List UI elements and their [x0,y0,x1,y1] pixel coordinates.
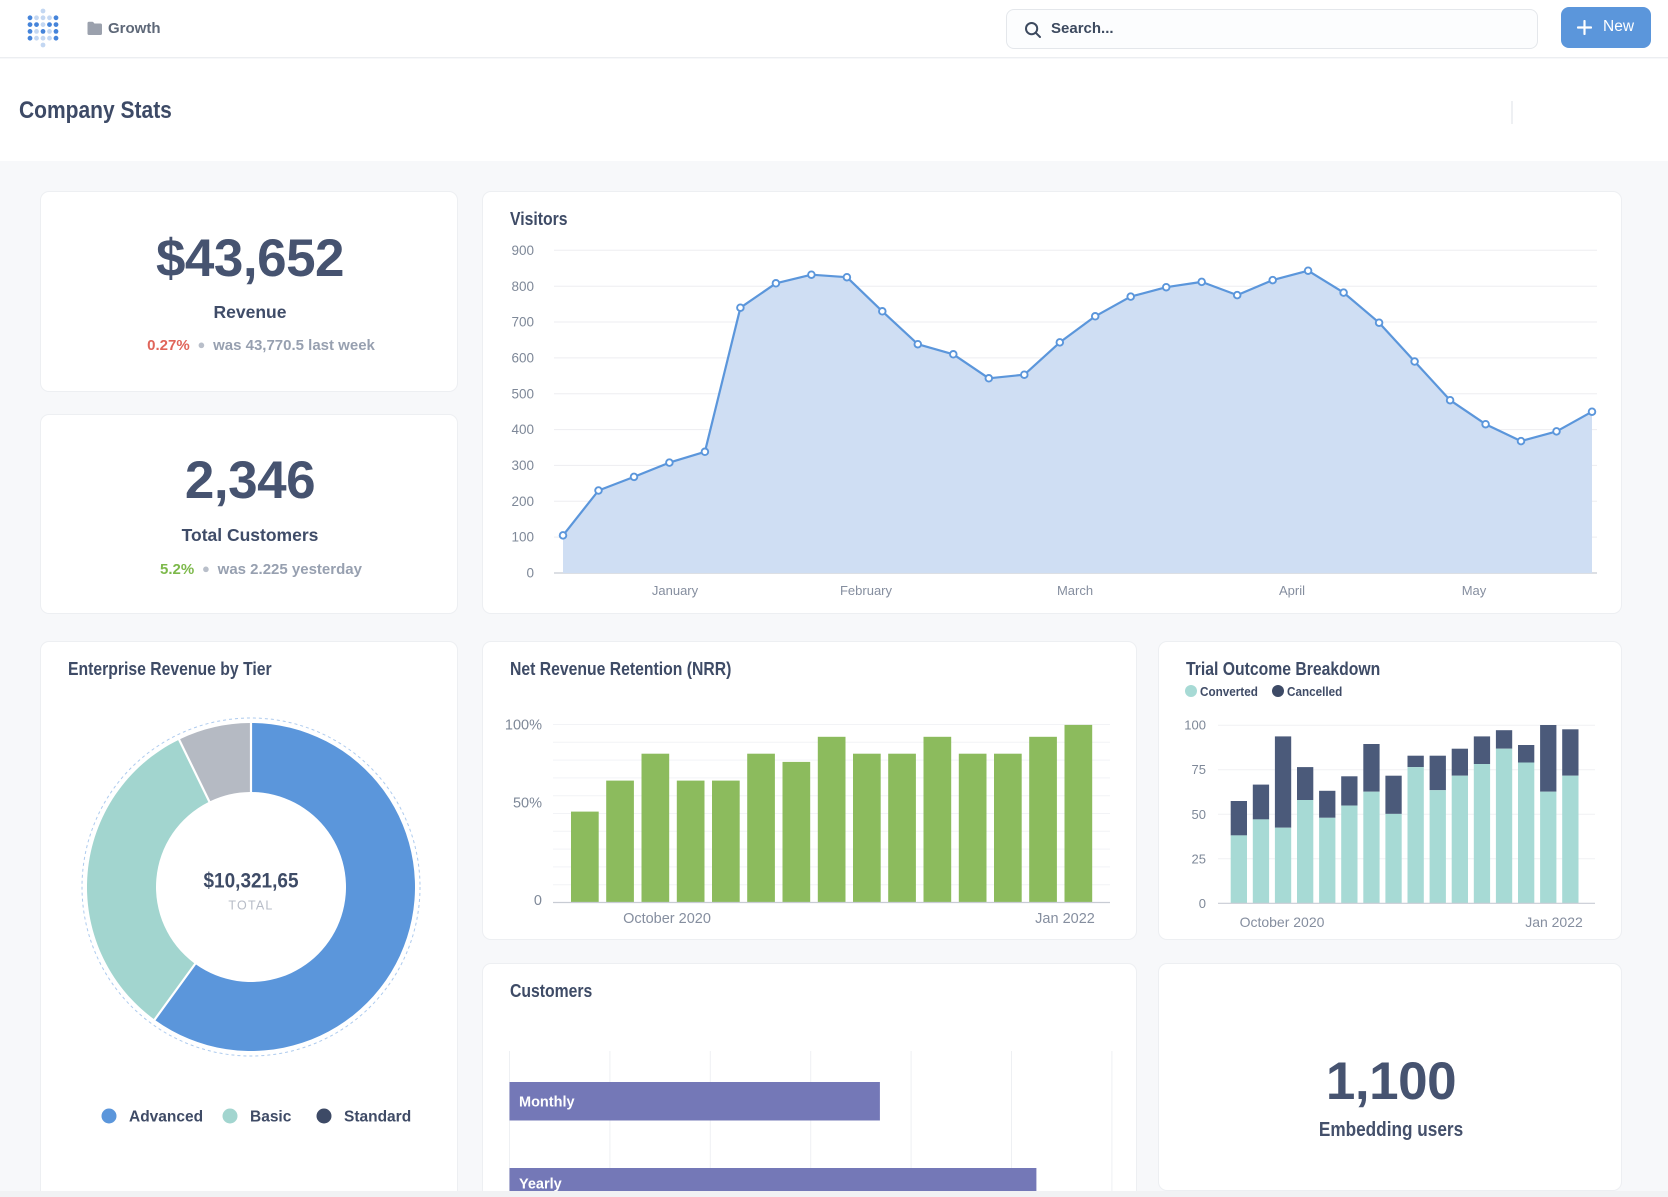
svg-text:April: April [1279,583,1305,598]
svg-text:0: 0 [534,893,542,909]
svg-text:Yearly: Yearly [519,1176,562,1191]
svg-text:700: 700 [511,315,534,330]
svg-text:May: May [1462,583,1487,598]
svg-text:0: 0 [526,566,534,581]
svg-text:25: 25 [1192,851,1206,866]
svg-text:300: 300 [511,458,534,473]
svg-text:100%: 100% [505,718,542,734]
svg-text:Monthly: Monthly [519,1094,575,1110]
svg-text:50: 50 [1192,807,1206,822]
svg-text:Jan 2022: Jan 2022 [1525,914,1583,930]
svg-text:200: 200 [511,494,534,509]
svg-text:Jan 2022: Jan 2022 [1035,911,1095,927]
svg-text:January: January [652,583,699,598]
svg-text:50%: 50% [513,796,542,812]
svg-text:800: 800 [511,279,534,294]
svg-text:$10,321,65: $10,321,65 [204,869,299,893]
svg-text:Standard: Standard [344,1109,411,1126]
svg-text:March: March [1057,583,1093,598]
svg-text:600: 600 [511,351,534,366]
svg-text:100: 100 [1184,718,1206,733]
svg-text:400: 400 [511,422,534,437]
svg-text:75: 75 [1192,762,1206,777]
svg-text:0: 0 [1199,896,1206,911]
svg-text:100: 100 [511,530,534,545]
svg-text:900: 900 [511,243,534,258]
svg-text:October 2020: October 2020 [623,911,711,927]
svg-text:February: February [840,583,893,598]
svg-text:TOTAL: TOTAL [228,899,273,913]
svg-text:500: 500 [511,386,534,401]
svg-text:Basic: Basic [250,1109,292,1126]
svg-text:Advanced: Advanced [129,1109,203,1126]
svg-text:October 2020: October 2020 [1240,914,1325,930]
